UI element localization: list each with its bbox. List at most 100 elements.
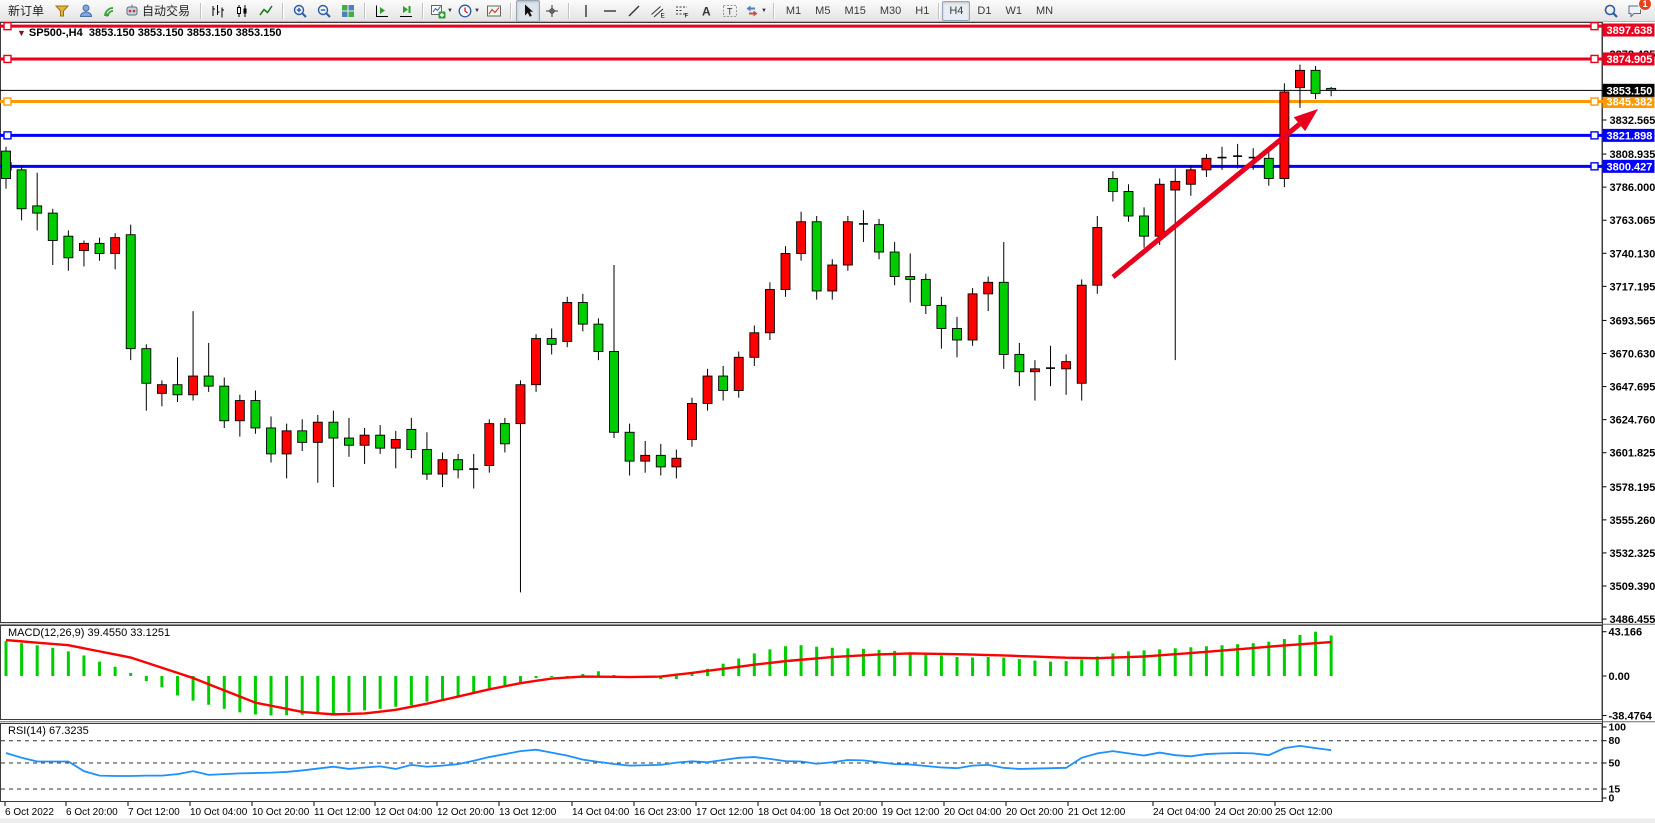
- svg-text:3874.905: 3874.905: [1607, 54, 1653, 66]
- horizontal-line-tool[interactable]: [598, 0, 622, 22]
- line-handle[interactable]: [1590, 97, 1599, 106]
- candle-body: [1014, 353, 1025, 373]
- signals-button-glyph: [104, 6, 114, 17]
- price-tick-label: 3763.065: [1610, 215, 1655, 227]
- auto-scroll-button[interactable]: [394, 0, 418, 22]
- candle-body: [1185, 169, 1196, 185]
- line-handle[interactable]: [3, 22, 12, 31]
- trendline-tool[interactable]: [622, 0, 646, 22]
- crosshair-tool-button[interactable]: [540, 0, 564, 22]
- line-handle[interactable]: [3, 131, 12, 140]
- autotrade-label: 自动交易: [142, 4, 191, 18]
- autotrade-button-glyph: [126, 4, 138, 15]
- new-order-label: 新订单: [8, 4, 45, 18]
- resistance-line-1[interactable]: [0, 22, 1603, 31]
- line-chart-button[interactable]: [254, 0, 278, 22]
- contacts-button-glyph: [80, 4, 93, 17]
- candle-body: [1061, 361, 1072, 370]
- price-tag-3821.898: 3821.898: [1602, 128, 1655, 142]
- notification-badge: 1: [1638, 0, 1652, 11]
- resistance-line-2[interactable]: [0, 54, 1603, 64]
- cursor-tool-button[interactable]: [515, 0, 540, 22]
- candle-body: [219, 385, 230, 422]
- autotrade-button[interactable]: 自动交易: [122, 0, 196, 22]
- toolbar-separator: [200, 2, 203, 19]
- line-handle[interactable]: [1590, 22, 1599, 31]
- timeframe-H1[interactable]: H1: [915, 4, 930, 17]
- templates-button[interactable]: [482, 0, 506, 22]
- label-tool[interactable]: T: [718, 0, 742, 22]
- candle-body: [94, 242, 105, 254]
- contacts-button[interactable]: [74, 0, 98, 22]
- current-price-tag: 3853.150: [1602, 83, 1655, 97]
- periods-button[interactable]: ▼: [455, 0, 482, 22]
- text-tool[interactable]: A: [694, 0, 718, 22]
- line-handle[interactable]: [3, 54, 12, 64]
- bar-chart-button[interactable]: [206, 0, 230, 22]
- fibonacci-tool[interactable]: F: [670, 0, 694, 22]
- support-line-1[interactable]: [0, 131, 1603, 140]
- toolbar-separator: [938, 2, 941, 19]
- candle-body: [593, 323, 604, 352]
- ohlc-readout: 3853.150 3853.150 3853.150 3853.150: [88, 27, 282, 39]
- candle-body: [531, 338, 542, 386]
- toolbar-separator: [364, 2, 367, 19]
- time-tick-label: 6 Oct 20:00: [66, 807, 118, 818]
- zoom-in-button[interactable]: [288, 0, 312, 22]
- price-tick-label: 3647.695: [1610, 382, 1655, 394]
- channel-tool[interactable]: E: [646, 0, 670, 22]
- chart-shift-button[interactable]: [370, 0, 394, 22]
- trend-arrow[interactable]: [1111, 109, 1318, 279]
- notifications-button[interactable]: 1: [1623, 0, 1652, 22]
- window-bottom-edge: [0, 818, 1655, 823]
- candle-body: [188, 375, 199, 396]
- timeframe-W1[interactable]: W1: [1005, 4, 1022, 17]
- depth-of-market-button[interactable]: [50, 0, 74, 22]
- chart-area[interactable]: 3878.4353832.5653808.9353786.0003763.065…: [0, 22, 1655, 823]
- orange-level-line[interactable]: [0, 97, 1603, 106]
- candle-body: [437, 459, 448, 475]
- chart-shift-button-glyph: [376, 5, 389, 17]
- vertical-line-tool[interactable]: [574, 0, 598, 22]
- line-handle[interactable]: [1590, 131, 1599, 140]
- signals-button[interactable]: [98, 0, 122, 22]
- candle-body: [1154, 183, 1165, 237]
- timeframe-M1[interactable]: M1: [785, 4, 802, 17]
- chart-marker-icon: ▼: [17, 28, 26, 38]
- macd-tick-label: 0.00: [1609, 671, 1630, 683]
- new-chart-button[interactable]: ▼: [428, 0, 455, 22]
- timeframe-M5[interactable]: M5: [815, 4, 831, 17]
- timeframe-M30[interactable]: M30: [879, 4, 902, 17]
- price-tick-label: 3693.565: [1610, 315, 1655, 327]
- timeframe-MN[interactable]: MN: [1035, 4, 1054, 17]
- candle-body: [733, 356, 744, 391]
- candle-body: [515, 384, 526, 425]
- timeframe-D1[interactable]: D1: [977, 4, 992, 17]
- label-tool-glyph: T: [722, 4, 737, 17]
- tile-windows-button[interactable]: [336, 0, 360, 22]
- arrows-tool[interactable]: ▼: [742, 0, 769, 22]
- candle-chart-button[interactable]: [230, 0, 254, 22]
- price-tag-3800.427: 3800.427: [1602, 159, 1655, 173]
- new-order-button[interactable]: 新订单: [4, 0, 50, 22]
- svg-text:3897.638: 3897.638: [1607, 25, 1653, 37]
- time-tick-label: 24 Oct 20:00: [1215, 807, 1273, 818]
- candle-body: [842, 221, 853, 266]
- candle-body: [32, 205, 43, 214]
- horizontal-line-tool-glyph: [603, 9, 616, 12]
- line-handle[interactable]: [1590, 162, 1599, 171]
- zoom-out-button[interactable]: [312, 0, 336, 22]
- line-handle[interactable]: [1590, 54, 1599, 64]
- candle-body: [920, 278, 931, 306]
- price-pane: [0, 22, 1603, 623]
- cursor-tool-button-glyph: [524, 4, 533, 17]
- timeframe-H4[interactable]: H4: [942, 0, 971, 21]
- candle-body: [375, 434, 386, 449]
- line-handle[interactable]: [3, 97, 12, 106]
- candle-body: [1076, 284, 1087, 384]
- search-button[interactable]: [1599, 0, 1623, 22]
- time-tick-label: 20 Oct 04:00: [944, 807, 1002, 818]
- price-tick-label: 3786.000: [1610, 182, 1655, 194]
- timeframe-M15[interactable]: M15: [844, 4, 866, 17]
- price-axis: 3878.4353832.5653808.9353786.0003763.065…: [1602, 49, 1655, 626]
